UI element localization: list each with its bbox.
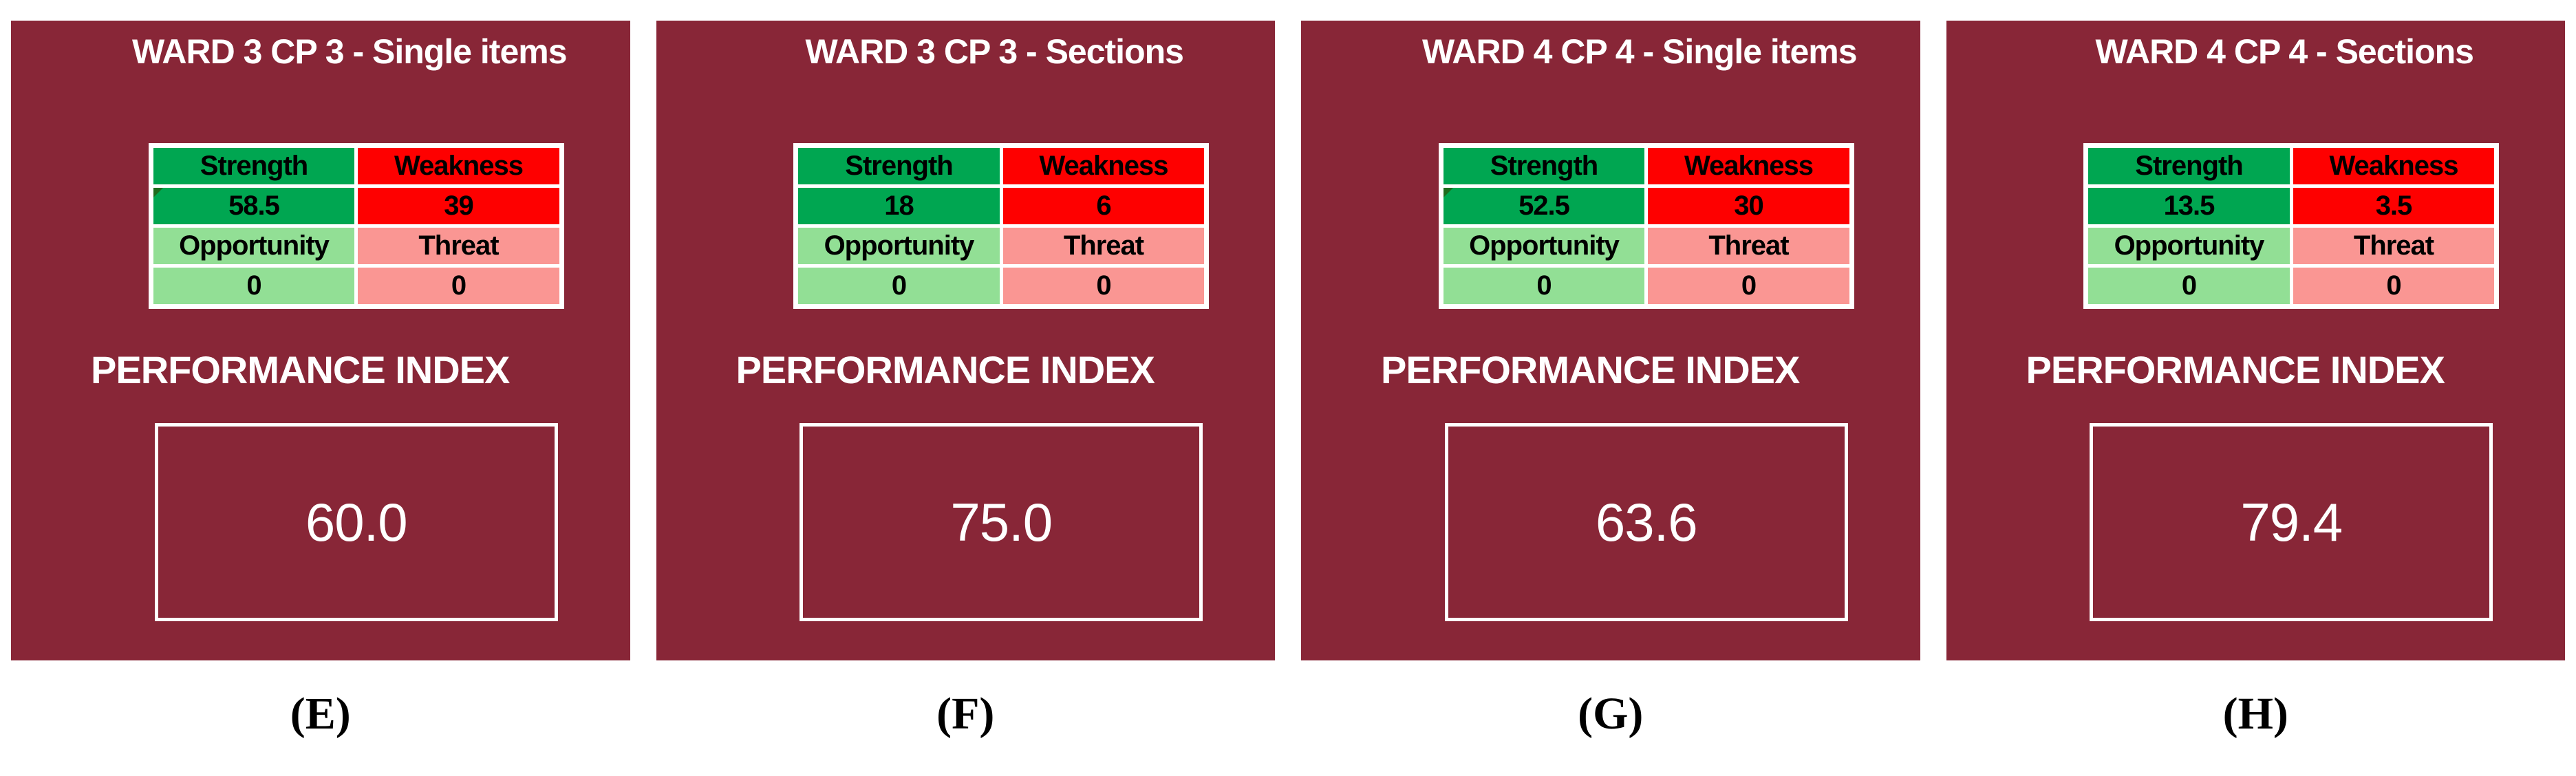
panel-title: WARD 3 CP 3 - Sections [805,32,1184,71]
performance-index-value: 79.4 [2240,491,2343,552]
subfigure-label-e: (E) [290,689,351,739]
swot-cell-threat-value: 0 [358,268,559,304]
panel-ward3-cp3-sections: WARD 3 CP 3 - Sections Strength Weakness… [656,21,1275,660]
performance-index-label: PERFORMANCE INDEX [1381,348,1800,391]
swot-cell-threat-header: Threat [2293,228,2495,264]
subfigure-label-h: (H) [2222,689,2288,739]
performance-index-box: 75.0 [799,423,1203,621]
swot-cell-weakness-value: 39 [358,188,559,224]
performance-index-value: 60.0 [305,491,408,552]
swot-cell-weakness-value: 3.5 [2293,188,2495,224]
swot-cell-strength-value: 52.5 [1443,188,1645,224]
swot-cell-strength-header: Strength [153,148,355,184]
performance-index-box: 63.6 [1444,423,1848,621]
swot-cell-threat-value: 0 [1002,268,1205,304]
swot-cell-weakness-header: Weakness [358,148,559,184]
panel-ward4-cp4-single-items: WARD 4 CP 4 - Single items Strength Weak… [1301,21,1920,660]
subfigure-label-g: (G) [1578,689,1644,739]
performance-index-value: 75.0 [950,491,1053,552]
swot-cell-weakness-value: 6 [1002,188,1205,224]
panel-title: WARD 4 CP 4 - Sections [2095,32,2474,71]
swot-cell-threat-header: Threat [1002,228,1205,264]
swot-table: Strength Weakness 18 6 Opportunity Threa… [793,143,1210,309]
performance-index-value: 63.6 [1595,491,1698,552]
performance-index-label: PERFORMANCE INDEX [736,348,1155,391]
swot-cell-opportunity-value: 0 [1443,268,1645,304]
subfigure-label-f: (F) [936,689,995,739]
strength-value: 58.5 [228,191,280,221]
swot-cell-weakness-header: Weakness [1002,148,1205,184]
swot-cell-opportunity-header: Opportunity [2088,228,2290,264]
swot-cell-opportunity-value: 0 [2088,268,2290,304]
cell-corner-marker-icon [153,188,163,197]
swot-table: Strength Weakness 52.5 30 Opportunity Th… [1438,143,1854,309]
swot-cell-opportunity-value: 0 [798,268,1000,304]
swot-cell-opportunity-value: 0 [153,268,355,304]
panel-title: WARD 4 CP 4 - Single items [1421,32,1858,71]
subfigure-labels-row: (E) (F) (G) (H) [0,660,2576,776]
cell-corner-marker-icon [1443,188,1453,197]
swot-cell-threat-value: 0 [1648,268,1849,304]
panel-title: WARD 3 CP 3 - Single items [131,32,568,71]
swot-cell-opportunity-header: Opportunity [153,228,355,264]
swot-cell-weakness-value: 30 [1648,188,1849,224]
swot-cell-strength-header: Strength [798,148,1000,184]
swot-cell-strength-value: 58.5 [153,188,355,224]
swot-table: Strength Weakness 13.5 3.5 Opportunity T… [2083,143,2500,309]
swot-cell-strength-header: Strength [1443,148,1645,184]
strength-value: 18 [884,191,914,221]
swot-cell-threat-header: Threat [358,228,559,264]
swot-cell-strength-header: Strength [2088,148,2290,184]
panels-row: WARD 3 CP 3 - Single items Strength Weak… [11,21,2565,660]
swot-cell-weakness-header: Weakness [2293,148,2495,184]
swot-cell-opportunity-header: Opportunity [798,228,1000,264]
panel-ward4-cp4-sections: WARD 4 CP 4 - Sections Strength Weakness… [1946,21,2565,660]
performance-index-label: PERFORMANCE INDEX [91,348,510,391]
strength-value: 52.5 [1518,191,1570,221]
swot-cell-weakness-header: Weakness [1648,148,1849,184]
swot-cell-opportunity-header: Opportunity [1443,228,1645,264]
performance-index-box: 79.4 [2090,423,2493,621]
swot-cell-strength-value: 13.5 [2088,188,2290,224]
swot-table: Strength Weakness 58.5 39 Opportunity Th… [148,143,564,309]
strength-value: 13.5 [2163,191,2215,221]
swot-cell-strength-value: 18 [798,188,1000,224]
swot-cell-threat-header: Threat [1648,228,1849,264]
performance-index-label: PERFORMANCE INDEX [2026,348,2445,391]
performance-index-box: 60.0 [154,423,558,621]
swot-cell-threat-value: 0 [2293,268,2495,304]
panel-ward3-cp3-single-items: WARD 3 CP 3 - Single items Strength Weak… [11,21,630,660]
